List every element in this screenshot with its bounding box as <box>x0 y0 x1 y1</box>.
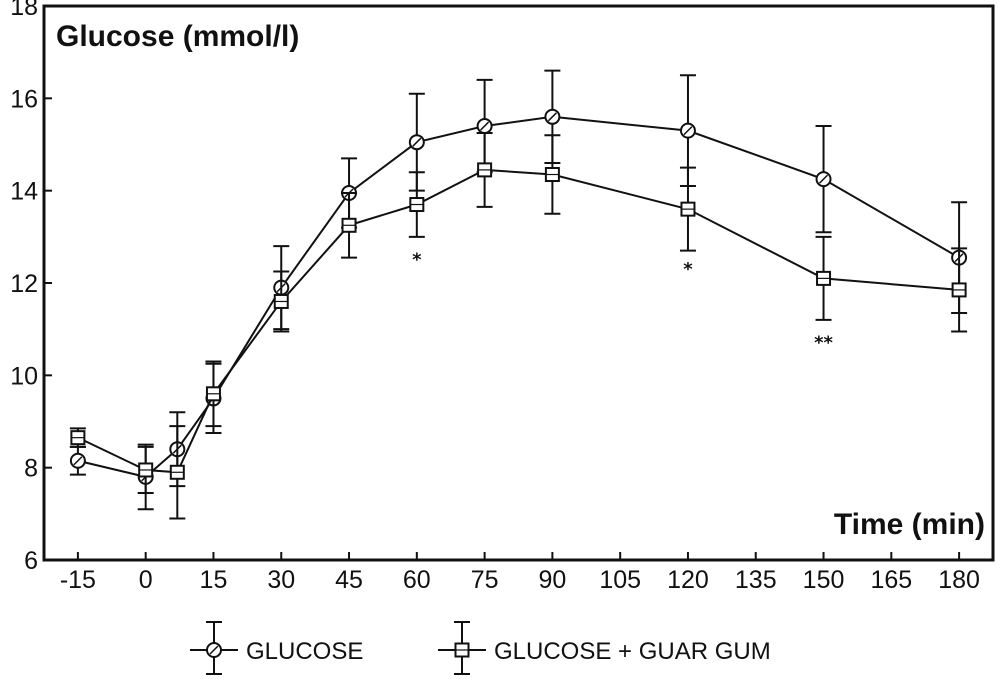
data-point <box>409 197 425 213</box>
x-tick-label: 0 <box>139 566 153 594</box>
x-axis-title: Time (min) <box>834 508 985 541</box>
marker-diagonal <box>683 126 693 136</box>
y-tick-label: 6 <box>24 547 38 575</box>
series-line <box>77 115 960 478</box>
data-point <box>679 122 696 139</box>
significance-mark: * <box>412 250 422 271</box>
marker-diagonal <box>819 174 829 184</box>
data-point <box>70 430 86 446</box>
x-tick-label: 105 <box>599 566 641 594</box>
y-tick-label: 12 <box>10 270 38 298</box>
legend-item: GLUCOSE + GUAR GUM <box>438 621 771 675</box>
y-tick-label: 16 <box>10 85 38 113</box>
data-point <box>477 162 493 178</box>
y-axis-ticks: 6 8 10 12 14 16 18 <box>10 0 52 575</box>
data-point <box>816 270 832 286</box>
legend-item: GLUCOSE <box>190 621 363 675</box>
series-glucose-guar-gum <box>69 131 968 520</box>
data-point <box>169 464 185 480</box>
x-axis-ticks: -15 0 15 30 45 60 75 90 105 120 135 150 165 180 <box>60 552 980 594</box>
x-tick-label: -15 <box>60 566 96 594</box>
x-tick-label: 165 <box>870 566 912 594</box>
y-axis-title: Glucose (mmol/l) <box>56 20 299 53</box>
y-tick-label: 14 <box>10 178 38 206</box>
significance-mark: * <box>683 259 693 280</box>
marker-diagonal <box>547 112 557 122</box>
significance-mark: ** <box>814 333 833 354</box>
legend-label: GLUCOSE <box>246 638 363 665</box>
legend-marker <box>206 642 222 658</box>
data-point <box>951 282 967 298</box>
marker-diagonal <box>209 645 219 655</box>
data-point <box>680 201 696 217</box>
x-tick-label: 135 <box>735 566 777 594</box>
x-tick-label: 75 <box>471 566 499 594</box>
legend-label: GLUCOSE + GUAR GUM <box>494 638 771 665</box>
significance-annotations: * *** <box>412 250 833 354</box>
x-tick-label: 120 <box>667 566 709 594</box>
x-tick-label: 90 <box>538 566 566 594</box>
data-point <box>341 217 357 233</box>
marker-diagonal <box>73 456 83 466</box>
series-layer <box>69 69 968 520</box>
data-point <box>205 386 221 402</box>
data-point <box>815 171 832 188</box>
y-tick-label: 18 <box>10 0 38 21</box>
x-tick-label: 15 <box>200 566 228 594</box>
legend: GLUCOSE GLUCOSE + GUAR GUM <box>190 621 771 675</box>
data-point <box>544 167 560 183</box>
x-tick-label: 30 <box>267 566 295 594</box>
x-tick-label: 150 <box>803 566 845 594</box>
legend-marker <box>454 642 470 658</box>
marker-diagonal <box>412 137 422 147</box>
x-tick-label: 180 <box>938 566 980 594</box>
data-point <box>408 134 425 151</box>
y-tick-label: 8 <box>24 455 38 483</box>
x-tick-label: 60 <box>403 566 431 594</box>
data-point <box>476 118 493 135</box>
data-point <box>273 293 289 309</box>
x-tick-label: 45 <box>335 566 363 594</box>
plot-frame <box>42 4 995 562</box>
series-glucose <box>69 69 968 511</box>
y-tick-label: 10 <box>10 362 38 390</box>
marker-diagonal <box>480 121 490 131</box>
data-point <box>138 462 154 478</box>
data-point <box>544 108 561 125</box>
data-point <box>69 452 86 469</box>
